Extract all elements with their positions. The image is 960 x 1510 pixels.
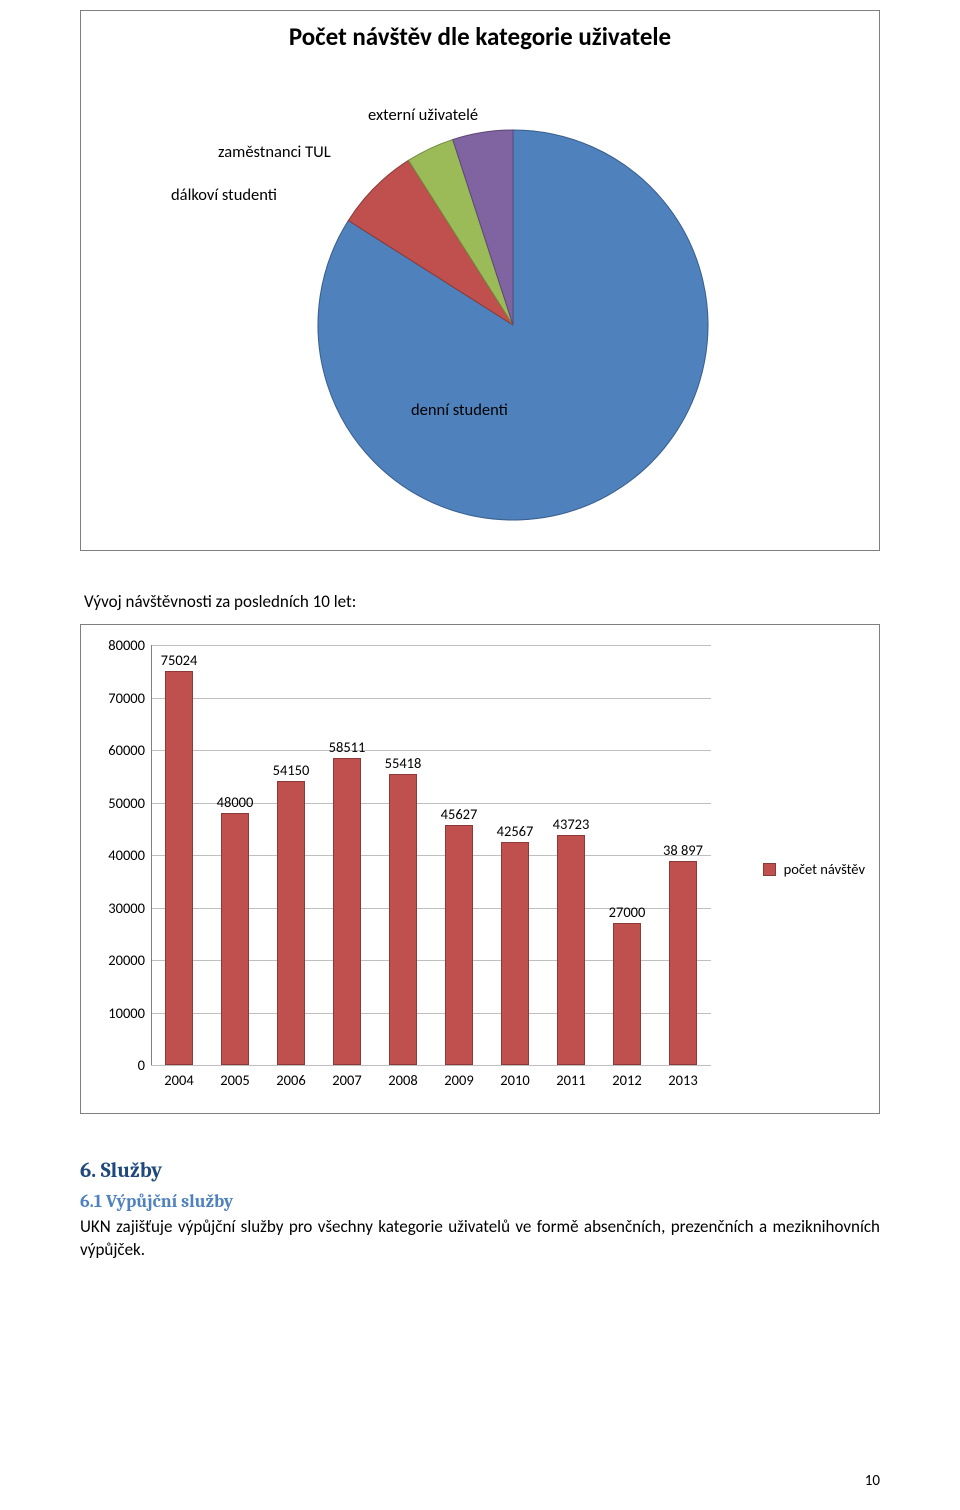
bar-value-label: 55418 (385, 754, 422, 772)
legend-label: počet návštěv (784, 860, 865, 878)
gridline (151, 750, 711, 751)
y-axis-tick: 40000 (101, 846, 145, 864)
bar (501, 842, 529, 1065)
y-axis-tick: 80000 (101, 636, 145, 654)
gridline (151, 1065, 711, 1066)
y-axis-tick: 50000 (101, 794, 145, 812)
section-paragraph: UKN zajišťuje výpůjční služby pro všechn… (80, 1216, 880, 1262)
y-axis-tick: 0 (101, 1056, 145, 1074)
pie-slice-label: zaměstnanci TUL (218, 142, 331, 162)
pie-chart-svg (93, 60, 873, 530)
x-axis-tick: 2011 (556, 1071, 585, 1089)
bar-value-label: 38 897 (663, 841, 703, 859)
page-number: 10 (865, 1472, 880, 1490)
pie-slice-label: dálkoví studenti (171, 185, 277, 205)
pie-chart-area: denní studenti dálkoví studenti zaměstnanc… (93, 60, 867, 530)
section-heading-3: 6.1 Výpůjční služby (80, 1191, 880, 1212)
bar-value-label: 75024 (161, 651, 198, 669)
bar-value-label: 27000 (609, 903, 646, 921)
bar (445, 825, 473, 1065)
y-axis-tick: 20000 (101, 951, 145, 969)
x-axis-tick: 2012 (612, 1071, 641, 1089)
bar-chart-panel: 0 10000 20000 30000 40000 50000 60000 70000 8000… (80, 624, 880, 1114)
bar-value-label: 45627 (441, 805, 478, 823)
pie-slice-label: denní studenti (411, 400, 508, 420)
bar (277, 781, 305, 1065)
bar-chart-heading: Vývoj návštěvnosti za posledních 10 let: (84, 591, 880, 612)
bar (613, 923, 641, 1065)
y-axis-tick: 70000 (101, 689, 145, 707)
y-axis-tick: 10000 (101, 1004, 145, 1022)
x-axis-tick: 2010 (500, 1071, 529, 1089)
bar-value-label: 48000 (217, 793, 254, 811)
bar-value-label: 42567 (497, 822, 534, 840)
x-axis-tick: 2006 (276, 1071, 305, 1089)
bar (165, 671, 193, 1065)
x-axis-tick: 2013 (668, 1071, 697, 1089)
bar-value-label: 54150 (273, 761, 310, 779)
bar (389, 774, 417, 1065)
x-axis-tick: 2007 (332, 1071, 361, 1089)
x-axis-tick: 2009 (444, 1071, 473, 1089)
bar-plot-area (151, 645, 711, 1065)
legend-swatch (763, 863, 776, 876)
gridline (151, 645, 711, 646)
bar-value-label: 43723 (553, 815, 590, 833)
bar-legend: počet návštěv (763, 860, 865, 878)
section-heading-2: 6. Služby (80, 1159, 880, 1183)
x-axis-tick: 2004 (164, 1071, 193, 1089)
bar (669, 861, 697, 1065)
y-axis-tick: 60000 (101, 741, 145, 759)
pie-chart-title: Počet návštěv dle kategorie uživatele (93, 21, 867, 52)
bar (333, 758, 361, 1065)
x-axis-tick: 2008 (388, 1071, 417, 1089)
pie-chart-panel: Počet návštěv dle kategorie uživatele de… (80, 10, 880, 551)
x-axis-tick: 2005 (220, 1071, 249, 1089)
y-axis-tick: 30000 (101, 899, 145, 917)
pie-slice-label: externí uživatelé (368, 105, 478, 125)
bar (221, 813, 249, 1065)
bar (557, 835, 585, 1065)
gridline (151, 698, 711, 699)
bar-value-label: 58511 (329, 738, 366, 756)
